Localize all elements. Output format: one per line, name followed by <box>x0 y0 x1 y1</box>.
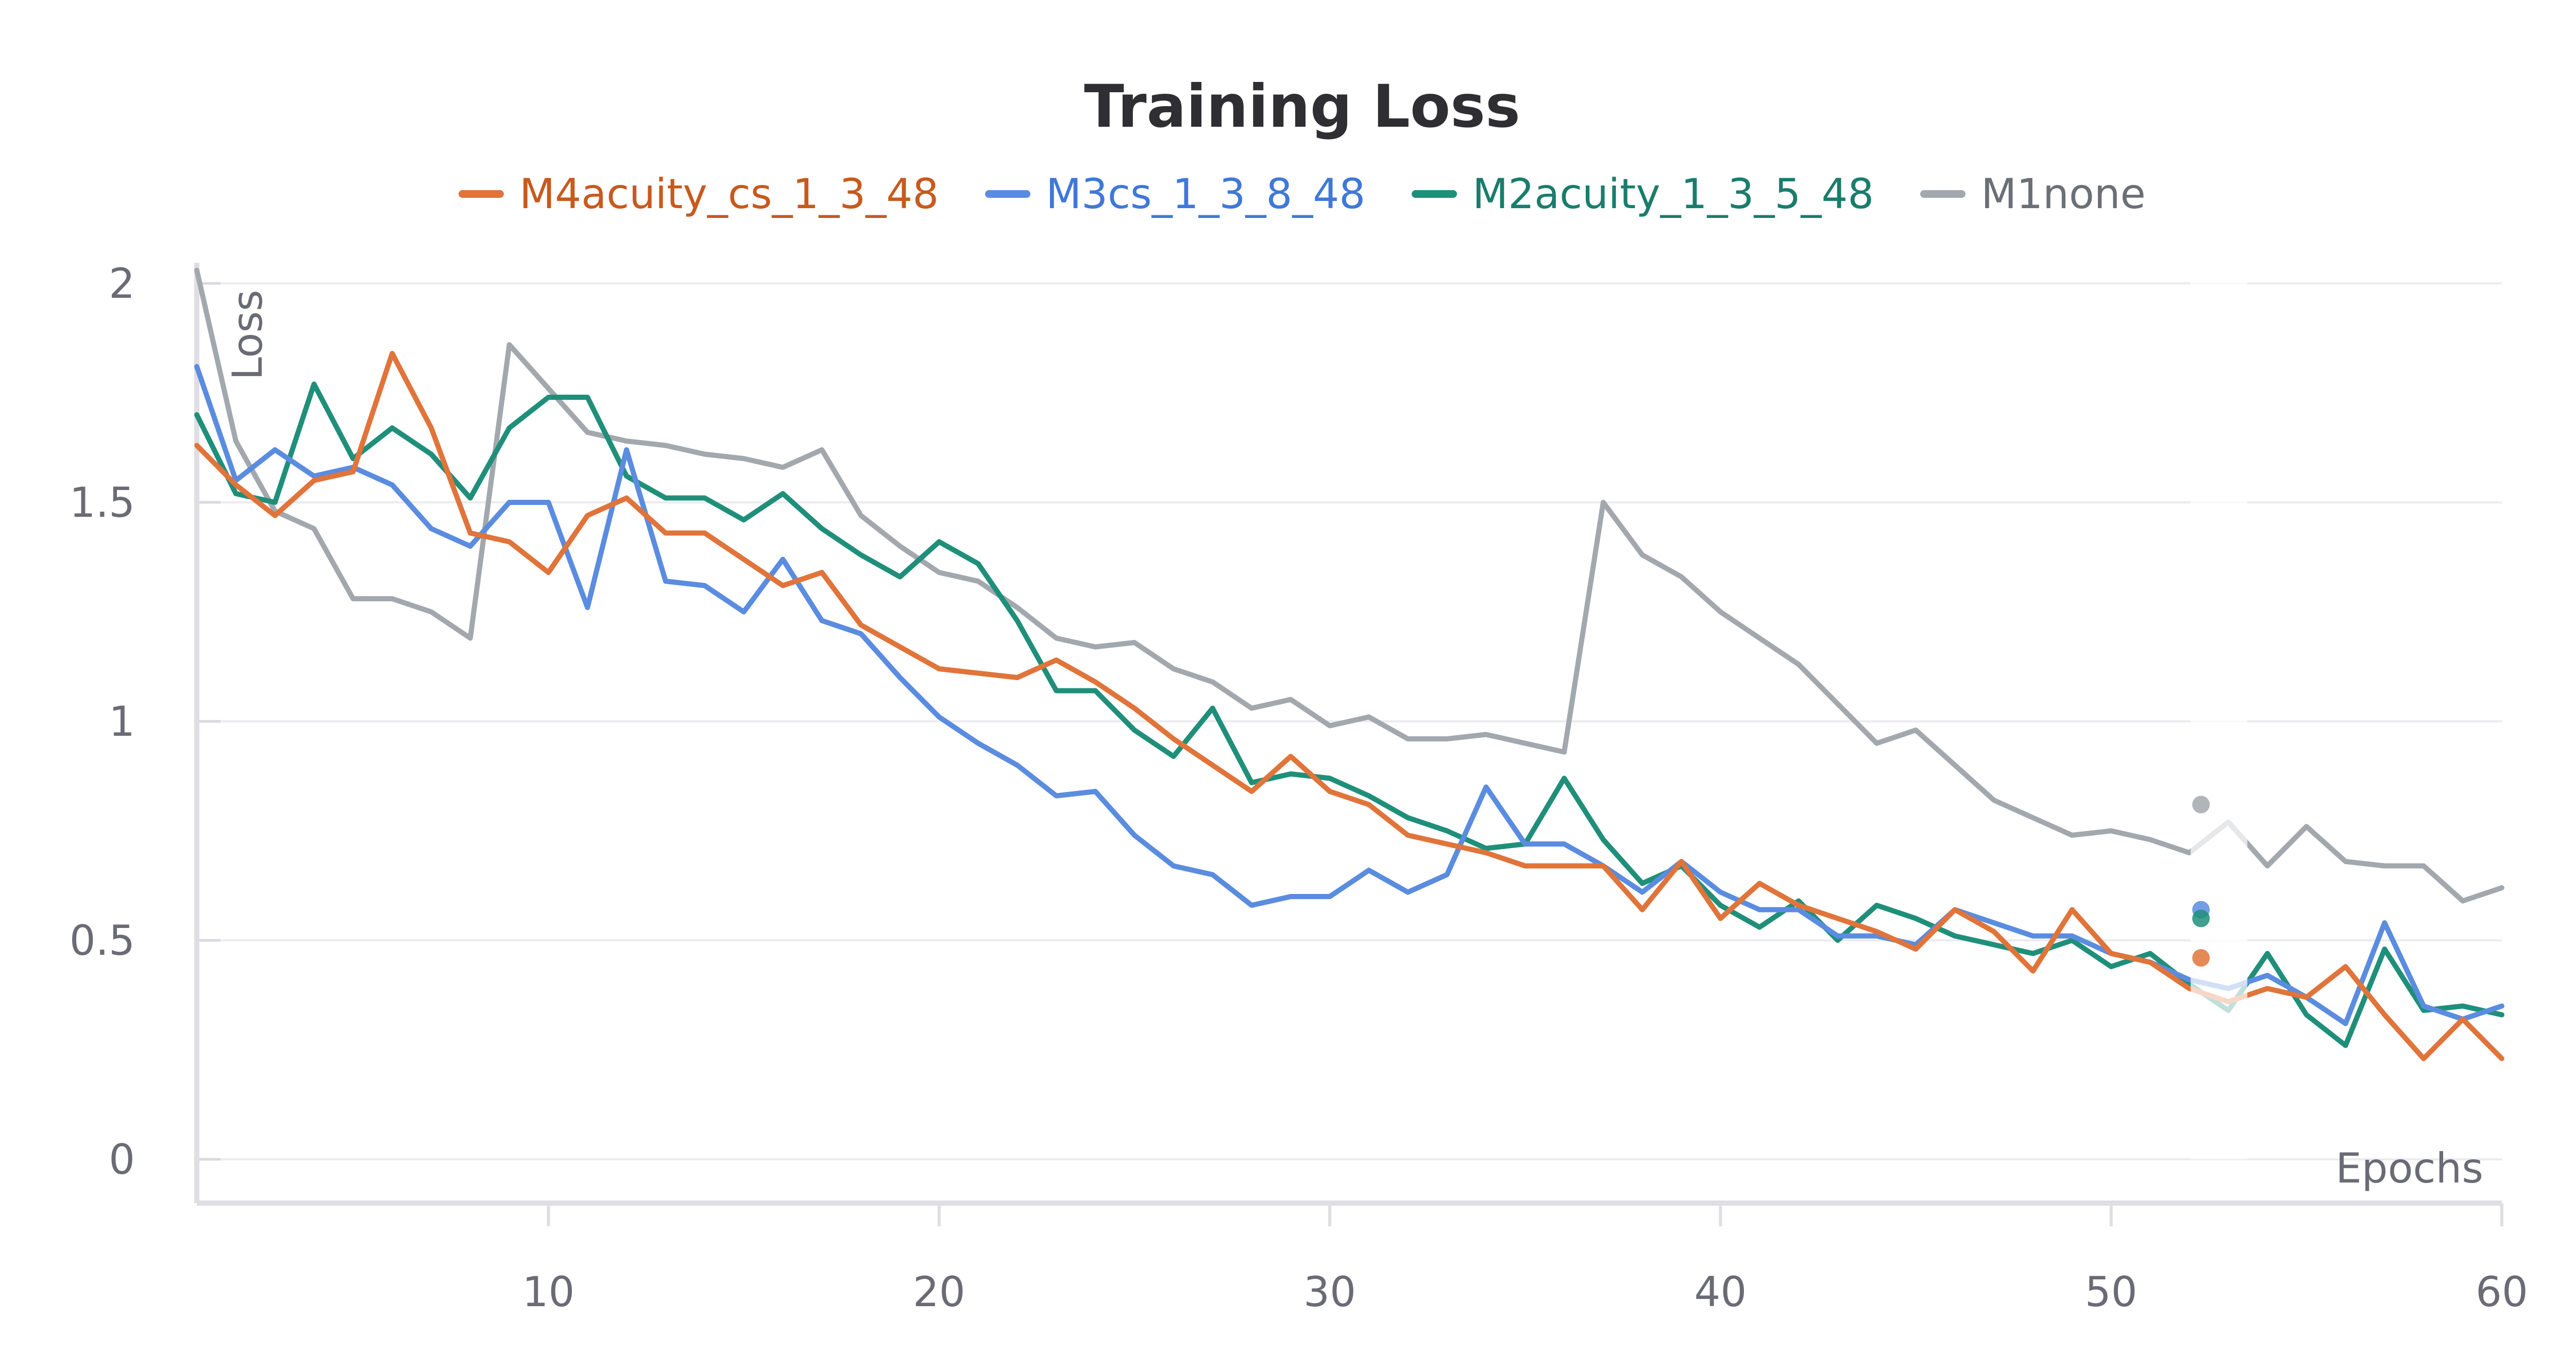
x-tick-label: 30 <box>1303 1268 1356 1316</box>
series-line-M4acuity_cs_1_3_48 <box>194 351 2504 1061</box>
hover-marker-M4acuity_cs_1_3_48 <box>2192 949 2210 967</box>
legend-label-m1: M1none <box>1981 170 2146 218</box>
legend-swatch-m2 <box>1412 190 1458 198</box>
x-tick-label: 20 <box>913 1268 965 1316</box>
legend-item-m1[interactable]: M1none <box>1920 170 2146 218</box>
y-tick-label: 0.5 <box>70 917 135 965</box>
legend-swatch-m3 <box>985 190 1031 198</box>
legend-swatch-m4 <box>459 190 504 198</box>
hover-marker-M2acuity_1_3_5_48 <box>2192 909 2210 927</box>
legend-label-m3: M3cs_1_3_8_48 <box>1046 170 1366 218</box>
y-tick-label: 2 <box>109 260 135 308</box>
legend-swatch-m1 <box>1920 190 1966 198</box>
y-axis-title: Loss <box>224 290 272 380</box>
legend-label-m2: M2acuity_1_3_5_48 <box>1472 170 1874 218</box>
y-tick-label: 0 <box>109 1136 135 1184</box>
legend-label-m4: M4acuity_cs_1_3_48 <box>519 170 939 218</box>
legend-item-m4[interactable]: M4acuity_cs_1_3_48 <box>459 170 939 218</box>
series-line-M2acuity_1_3_5_48 <box>194 381 2504 1048</box>
legend-item-m3[interactable]: M3cs_1_3_8_48 <box>985 170 1365 218</box>
chart-title: Training Loss <box>1084 72 1520 141</box>
series-line-M1none <box>194 267 2504 904</box>
x-tick-label: 10 <box>522 1268 575 1316</box>
legend: M4acuity_cs_1_3_48 M3cs_1_3_8_48 M2acuit… <box>0 170 2576 218</box>
x-tick-label: 50 <box>2085 1268 2138 1316</box>
x-tick-label: 40 <box>1694 1268 1747 1316</box>
hover-band <box>2191 273 2248 1159</box>
legend-item-m2[interactable]: M2acuity_1_3_5_48 <box>1412 170 1874 218</box>
x-tick-label: 60 <box>2476 1268 2528 1316</box>
y-tick-label: 1 <box>109 698 135 746</box>
hover-marker-M1none <box>2192 796 2210 814</box>
y-tick-label: 1.5 <box>70 479 135 527</box>
series-line-M3cs_1_3_8_48 <box>194 364 2504 1026</box>
x-axis-title: Epochs <box>2335 1144 2483 1192</box>
